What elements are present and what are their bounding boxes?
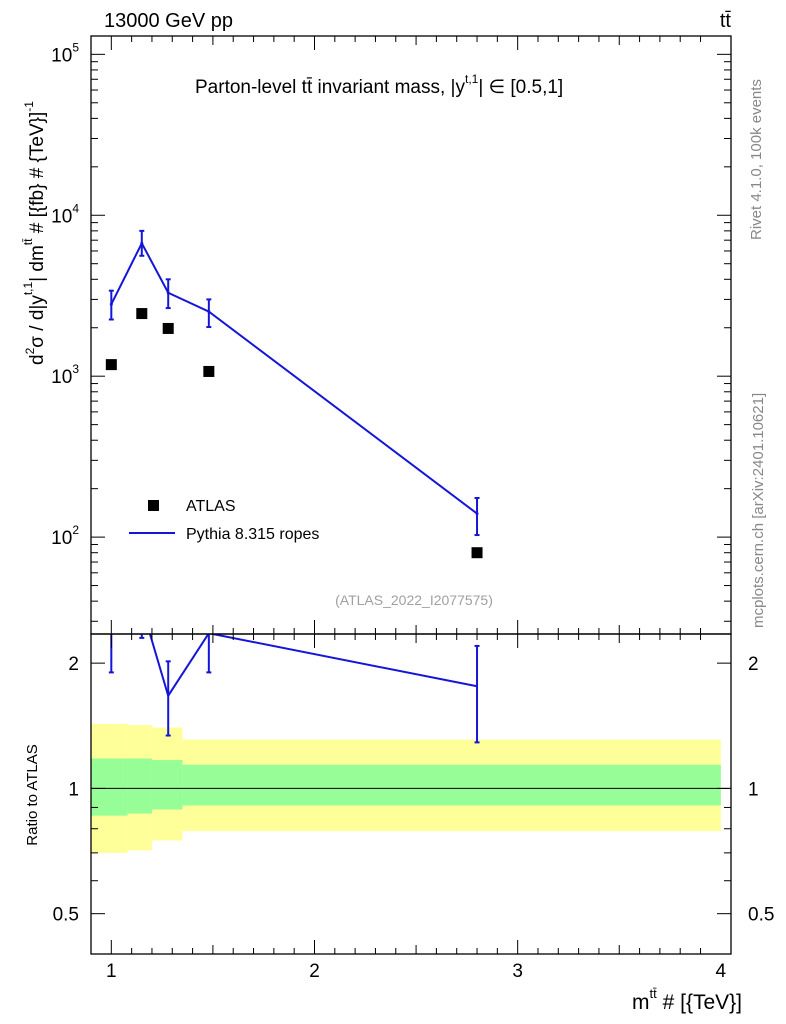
x-tick-labels: 1 2 3 4 xyxy=(106,961,727,982)
main-tick-marks xyxy=(91,36,731,634)
ratio-y-tick-label-left: 2 xyxy=(68,654,79,675)
main-y-tick-label: 102 xyxy=(51,523,79,549)
uncertainty-bands xyxy=(91,723,721,853)
xlabel-tail: # [{TeV}] xyxy=(657,991,742,1014)
ratio-y-tick-label-right: 0.5 xyxy=(748,905,774,926)
title-main: Parton-level tt̄ invariant mass, |y xyxy=(195,77,465,98)
mc-line xyxy=(110,241,478,515)
rivet-label: Rivet 4.1.0, 100k events xyxy=(748,79,765,240)
ratio-panel: 0.5 0.5 1 1 2 2 1 2 3 4 Ratio to ATLAS mtt̄ # [{… xyxy=(24,633,775,1014)
plot-title: Parton-level tt̄ invariant mass, |yt,1| … xyxy=(195,72,563,98)
main-frame xyxy=(90,35,732,635)
process-label: tt̄ xyxy=(720,10,732,32)
legend: ATLAS Pythia 8.315 ropes xyxy=(129,498,319,543)
mc-point xyxy=(207,310,211,314)
y-tick-exponent: 3 xyxy=(72,362,79,376)
x-tick-label: 4 xyxy=(716,961,727,982)
ratio-y-tick-label-left: 1 xyxy=(68,779,79,800)
x-axis-label: mtt̄ # [{TeV}] xyxy=(632,986,742,1014)
analysis-watermark: (ATLAS_2022_I2077575) xyxy=(335,592,493,608)
data-point xyxy=(203,365,215,377)
y-tick-exponent: 4 xyxy=(72,201,79,215)
main-y-tick-label: 104 xyxy=(51,201,79,227)
y-tick-base: 10 xyxy=(51,206,72,227)
uncertainty-band-green xyxy=(151,760,183,810)
y-tick-base: 10 xyxy=(51,367,72,388)
ratio-y-tick-label-right: 2 xyxy=(748,654,759,675)
x-tick-label: 2 xyxy=(309,961,320,982)
ylabel-d: d xyxy=(27,354,48,365)
ratio-y-tick-labels: 0.5 0.5 1 1 2 2 xyxy=(53,654,775,926)
ratio-line xyxy=(148,634,478,699)
ratio-frame xyxy=(90,633,732,955)
xlabel-m: m xyxy=(632,991,650,1014)
ratio-tick-marks xyxy=(91,634,731,955)
mc-series-group xyxy=(108,229,480,537)
y-tick-exponent: 5 xyxy=(72,40,79,54)
data-point xyxy=(136,308,148,320)
data-point xyxy=(105,359,117,371)
ylabel-sup1: t,1 xyxy=(21,281,35,295)
main-y-tick-label: 103 xyxy=(51,362,79,388)
mc-point xyxy=(475,512,479,516)
ylabel-mid: | dm xyxy=(27,245,48,282)
uncertainty-band-green xyxy=(127,758,152,814)
data-point xyxy=(471,547,483,559)
legend-atlas-label: ATLAS xyxy=(186,498,236,515)
ylabel-sup2: tt̄ xyxy=(21,238,35,245)
ratio-plot-area xyxy=(91,634,731,853)
ratio-y-tick-label-left: 0.5 xyxy=(53,905,79,926)
uncertainty-band-green xyxy=(91,758,128,816)
main-y-tick-label: 105 xyxy=(51,40,79,66)
x-tick-label: 1 xyxy=(106,961,117,982)
ratio-y-axis-label: Ratio to ATLAS xyxy=(24,744,41,845)
uncertainty-band-green xyxy=(182,764,721,806)
energy-label: 13000 GeV pp xyxy=(104,10,233,32)
y-tick-base: 10 xyxy=(51,528,72,549)
mc-point xyxy=(109,302,113,306)
x-tick-label: 3 xyxy=(512,961,523,982)
y-tick-exponent: 2 xyxy=(72,523,79,537)
data-point xyxy=(162,322,174,334)
ratio-y-tick-label-right: 1 xyxy=(748,779,759,800)
mc-point xyxy=(166,291,170,295)
ylabel-sup3: -1 xyxy=(22,101,36,112)
data-series-group xyxy=(105,308,483,559)
mc-point xyxy=(140,241,144,245)
xlabel-sup: tt̄ xyxy=(650,986,658,1001)
legend-pythia-label: Pythia 8.315 ropes xyxy=(186,526,319,543)
mcplots-label: mcplots.cern.ch [arXiv:2401.10621] xyxy=(750,393,767,628)
main-plot-area xyxy=(105,229,483,559)
main-y-axis-label: d2σ / d|yt,1| dmtt̄ # [{fb} # {TeV}]-1 xyxy=(21,101,48,365)
ylabel-tail: # [{fb} # {TeV}] xyxy=(27,112,48,239)
legend-atlas-marker xyxy=(148,500,159,511)
ylabel-d-sup: 2 xyxy=(23,347,37,354)
ylabel-sigma: σ / d|y xyxy=(27,295,48,348)
y-tick-base: 10 xyxy=(51,45,72,66)
title-superscript: t,1 xyxy=(465,72,479,86)
title-tail: | ∈ [0.5,1] xyxy=(478,77,563,98)
